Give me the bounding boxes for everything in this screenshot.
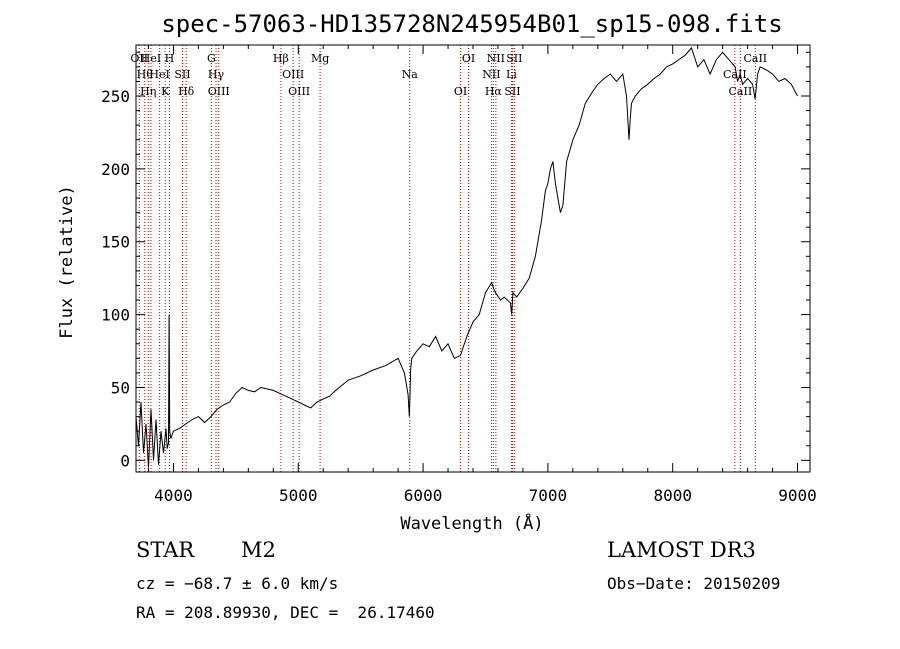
redshift-velocity: cz = −68.7 ± 6.0 km/s — [136, 574, 339, 593]
plot-frame — [135, 44, 811, 473]
line-marker-label: CaII — [723, 68, 747, 81]
line-marker-label: NII — [487, 52, 505, 65]
line-marker-label: HeI — [149, 68, 169, 81]
line-marker-label: Hη — [140, 85, 156, 98]
line-marker-label: SII — [506, 52, 522, 65]
line-marker-label: OII — [130, 52, 148, 65]
line-marker-label: SII — [504, 85, 520, 98]
line-marker-label: SII — [174, 68, 190, 81]
coordinates: RA = 208.89930, DEC = 26.17460 — [136, 603, 435, 622]
spectrum-chart: spec-57063-HD135728N245954B01_sp15-098.f… — [57, 10, 817, 534]
line-marker-label: OI — [462, 52, 475, 65]
x-tick-label: 8000 — [653, 486, 692, 505]
spectrum-line — [135, 46, 798, 468]
y-tick-label: 50 — [111, 378, 130, 397]
line-marker-label: K — [161, 85, 170, 98]
y-tick-label: 250 — [101, 87, 130, 106]
x-tick-label: 5000 — [279, 486, 318, 505]
line-markers — [138, 45, 756, 472]
line-marker-label: G — [207, 52, 216, 65]
line-marker-label: Hα — [485, 85, 503, 98]
x-tick-label: 6000 — [404, 486, 443, 505]
y-axis-ticks: 0 50 100 150 200 250 — [101, 51, 810, 470]
line-marker-label: OIII — [208, 85, 230, 98]
line-marker-label: Hβ — [273, 52, 289, 65]
line-marker-label: Hγ — [208, 68, 225, 81]
line-marker-label: CaII — [729, 85, 753, 98]
x-axis-label: Wavelength (Å) — [400, 512, 543, 534]
line-marker-label: OIII — [282, 68, 304, 81]
line-marker-label: Hθ — [137, 68, 154, 81]
line-marker-label: CaII — [743, 52, 767, 65]
line-marker-label: Na — [402, 68, 419, 81]
line-marker-label: OIII — [288, 85, 310, 98]
y-axis-label: Flux (relative) — [57, 185, 77, 339]
line-marker-label: NII — [482, 68, 500, 81]
x-tick-label: 4000 — [154, 486, 193, 505]
x-axis-ticks: 4000 5000 6000 7000 8000 9000 — [147, 45, 817, 505]
line-marker-label: Mg — [311, 52, 329, 65]
line-marker-label: HeI — [141, 52, 161, 65]
y-tick-label: 0 — [120, 451, 130, 470]
y-tick-label: 150 — [101, 233, 130, 252]
line-marker-label: H — [165, 52, 175, 65]
survey-name: LAMOST DR3 — [607, 538, 756, 562]
line-marker-labels: OII Hθ Hη HeI HeI K H SII Hδ G Hγ OIII Hβ OIII OIII Mg N… — [130, 52, 767, 98]
object-class: STAR — [136, 538, 195, 562]
x-tick-label: 9000 — [778, 486, 817, 505]
y-tick-label: 100 — [101, 306, 130, 325]
chart-title: spec-57063-HD135728N245954B01_sp15-098.f… — [161, 10, 782, 38]
line-marker-label: Hδ — [178, 85, 195, 98]
line-marker-label: OI — [454, 85, 467, 98]
x-tick-label: 7000 — [529, 486, 568, 505]
object-subclass: M2 — [241, 538, 276, 562]
y-tick-label: 200 — [101, 160, 130, 179]
observation-date: Obs−Date: 20150209 — [607, 574, 781, 593]
line-marker-label: Li — [506, 68, 517, 81]
